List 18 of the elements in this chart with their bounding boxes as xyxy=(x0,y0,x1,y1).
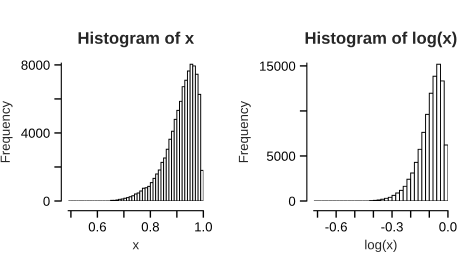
y-tick-label: 4000 xyxy=(21,128,50,138)
x-tick-label: -0.3 xyxy=(381,222,403,232)
y-tick-label: 0 xyxy=(288,196,296,206)
x-axis-title: log(x) xyxy=(365,240,397,252)
y-tick-label: 8000 xyxy=(21,60,50,70)
x-axis-title: x xyxy=(132,242,139,250)
chart-title: Histogram of x xyxy=(78,32,194,48)
y-tick-label: 15000 xyxy=(260,61,296,71)
x-tick-label: -0.6 xyxy=(325,222,347,232)
y-tick-label: 5000 xyxy=(266,152,296,161)
y-axis-title: Frequency xyxy=(0,100,13,162)
x-tick-label: 0.8 xyxy=(142,222,159,232)
x-tick-label: 0.0 xyxy=(439,222,457,232)
y-axis-title: Frequency xyxy=(238,100,251,162)
x-tick-label: 1.0 xyxy=(195,222,212,232)
y-tick-label: 0 xyxy=(43,196,50,206)
chart-title: Histogram of log(x) xyxy=(306,32,456,48)
x-tick-label: 0.6 xyxy=(88,222,106,232)
